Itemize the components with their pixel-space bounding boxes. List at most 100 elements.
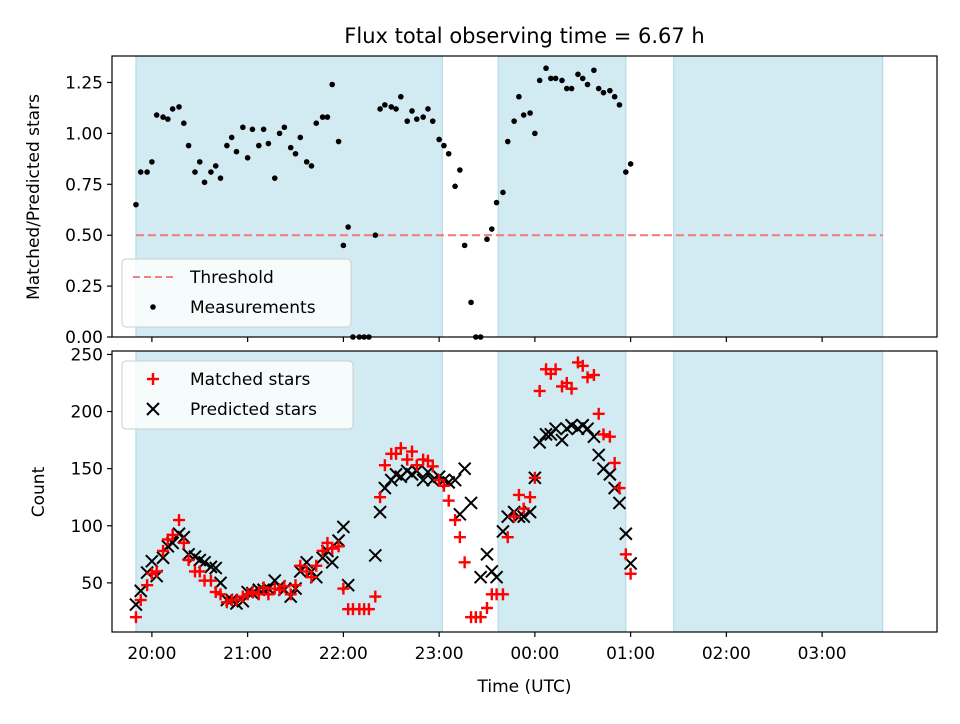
measurement-point — [335, 138, 342, 145]
x-tick-label: 02:00 — [702, 644, 751, 664]
legend-predicted-swatch — [146, 402, 160, 416]
matched-star-point — [512, 488, 525, 501]
predicted-star-point — [587, 429, 601, 444]
predicted-star-point — [368, 548, 383, 563]
matched-star-point — [378, 459, 391, 472]
matched-star-point — [565, 382, 578, 395]
bot-y-tick-label: 100 — [71, 517, 103, 537]
top-shaded-interval-1 — [498, 56, 626, 337]
bottom-y-axis-label: Count — [29, 466, 49, 517]
predicted-star-point — [373, 505, 387, 519]
matched-star-point — [284, 588, 297, 601]
measurement-point — [297, 134, 304, 141]
matched-star-points — [129, 356, 637, 624]
measurement-point — [548, 75, 554, 82]
measurement-point — [153, 112, 160, 118]
measurement-point — [324, 114, 331, 120]
matched-star-point — [613, 482, 626, 495]
matched-star-point — [177, 536, 190, 549]
matched-star-point — [458, 556, 471, 569]
matched-star-point — [262, 588, 275, 601]
measurement-point — [429, 118, 436, 124]
legend-matched-swatch — [147, 373, 159, 385]
bottom-legend-box — [121, 360, 354, 430]
matched-star-point — [576, 359, 589, 372]
matched-star-point — [533, 384, 546, 397]
matched-star-point — [246, 586, 259, 599]
measurement-point — [536, 77, 543, 84]
matched-star-point — [134, 594, 147, 607]
matched-star-point — [603, 430, 616, 443]
measurement-point — [265, 140, 272, 147]
matched-star-point — [278, 580, 291, 593]
measurement-point — [233, 148, 240, 155]
x-tick-label: 21:00 — [223, 644, 272, 664]
measurement-point — [552, 75, 559, 82]
top-y-tick-label: 0.00 — [65, 328, 103, 348]
measurement-points — [133, 65, 634, 340]
bottom-shaded-intervals — [135, 351, 884, 632]
top-y-tick-label: 0.25 — [65, 277, 103, 297]
top-y-tick-label: 1.25 — [65, 73, 103, 93]
matched-star-point — [150, 565, 163, 578]
matched-star-point — [524, 491, 537, 504]
measurement-point — [308, 163, 315, 169]
measurement-point — [303, 159, 310, 165]
matched-star-point — [501, 531, 514, 544]
predicted-star-point — [448, 473, 462, 487]
measurement-point — [144, 169, 150, 175]
matched-star-point — [173, 514, 186, 527]
measurement-point — [516, 93, 522, 100]
measurement-point — [217, 175, 224, 181]
measurement-point — [484, 236, 490, 243]
matched-star-point — [332, 540, 345, 553]
measurement-point — [292, 150, 299, 157]
predicted-star-point — [473, 570, 488, 584]
measurement-point — [584, 81, 591, 88]
matched-star-point — [406, 445, 418, 458]
measurement-point — [244, 155, 251, 161]
top-y-tick-label: 0.50 — [65, 226, 103, 246]
measurement-point — [149, 159, 155, 165]
matched-star-point — [337, 582, 350, 595]
top-legend: Threshold Measurements — [121, 258, 352, 328]
measurement-point — [201, 179, 208, 186]
measurement-point — [627, 161, 634, 167]
bot-shaded-interval-2 — [673, 351, 883, 632]
bot-y-tick-label: 200 — [71, 403, 103, 423]
matched-star-point — [310, 559, 323, 572]
top-axes-frame — [111, 55, 938, 338]
predicted-star-point — [426, 473, 440, 487]
matched-star-point — [369, 590, 382, 603]
matched-star-point — [608, 456, 621, 469]
measurement-point — [493, 199, 500, 206]
count-panel: 50 100 150 200 250 20:00 21:00 22:00 23:00 00:00… — [29, 345, 938, 697]
measurement-point — [165, 116, 171, 122]
legend-measurements-label: Measurements — [190, 298, 316, 318]
matched-star-point — [394, 442, 407, 455]
predicted-star-point — [564, 418, 579, 432]
predicted-star-point — [603, 467, 617, 482]
measurement-point — [595, 85, 602, 92]
matched-star-point — [481, 602, 493, 615]
predicted-star-point — [416, 473, 430, 487]
measurement-point — [133, 201, 139, 208]
measurement-point — [511, 118, 517, 124]
measurement-point — [591, 67, 597, 74]
measurement-point — [196, 159, 203, 165]
measurement-point — [457, 167, 463, 173]
matched-star-point — [214, 588, 227, 601]
predicted-star-point — [204, 560, 218, 574]
matched-star-point — [374, 491, 387, 504]
matched-star-point — [230, 594, 243, 607]
x-tick-label: 23:00 — [415, 644, 464, 664]
measurement-point — [212, 163, 219, 169]
matched-star-point — [294, 559, 307, 572]
matched-star-point — [157, 544, 170, 557]
measurement-point — [228, 134, 235, 141]
legend-measurements-swatch — [150, 304, 156, 310]
measurement-point — [500, 189, 506, 196]
measurement-point — [520, 112, 527, 118]
legend-matched-label: Matched stars — [190, 370, 310, 390]
matched-star-point — [204, 574, 217, 587]
